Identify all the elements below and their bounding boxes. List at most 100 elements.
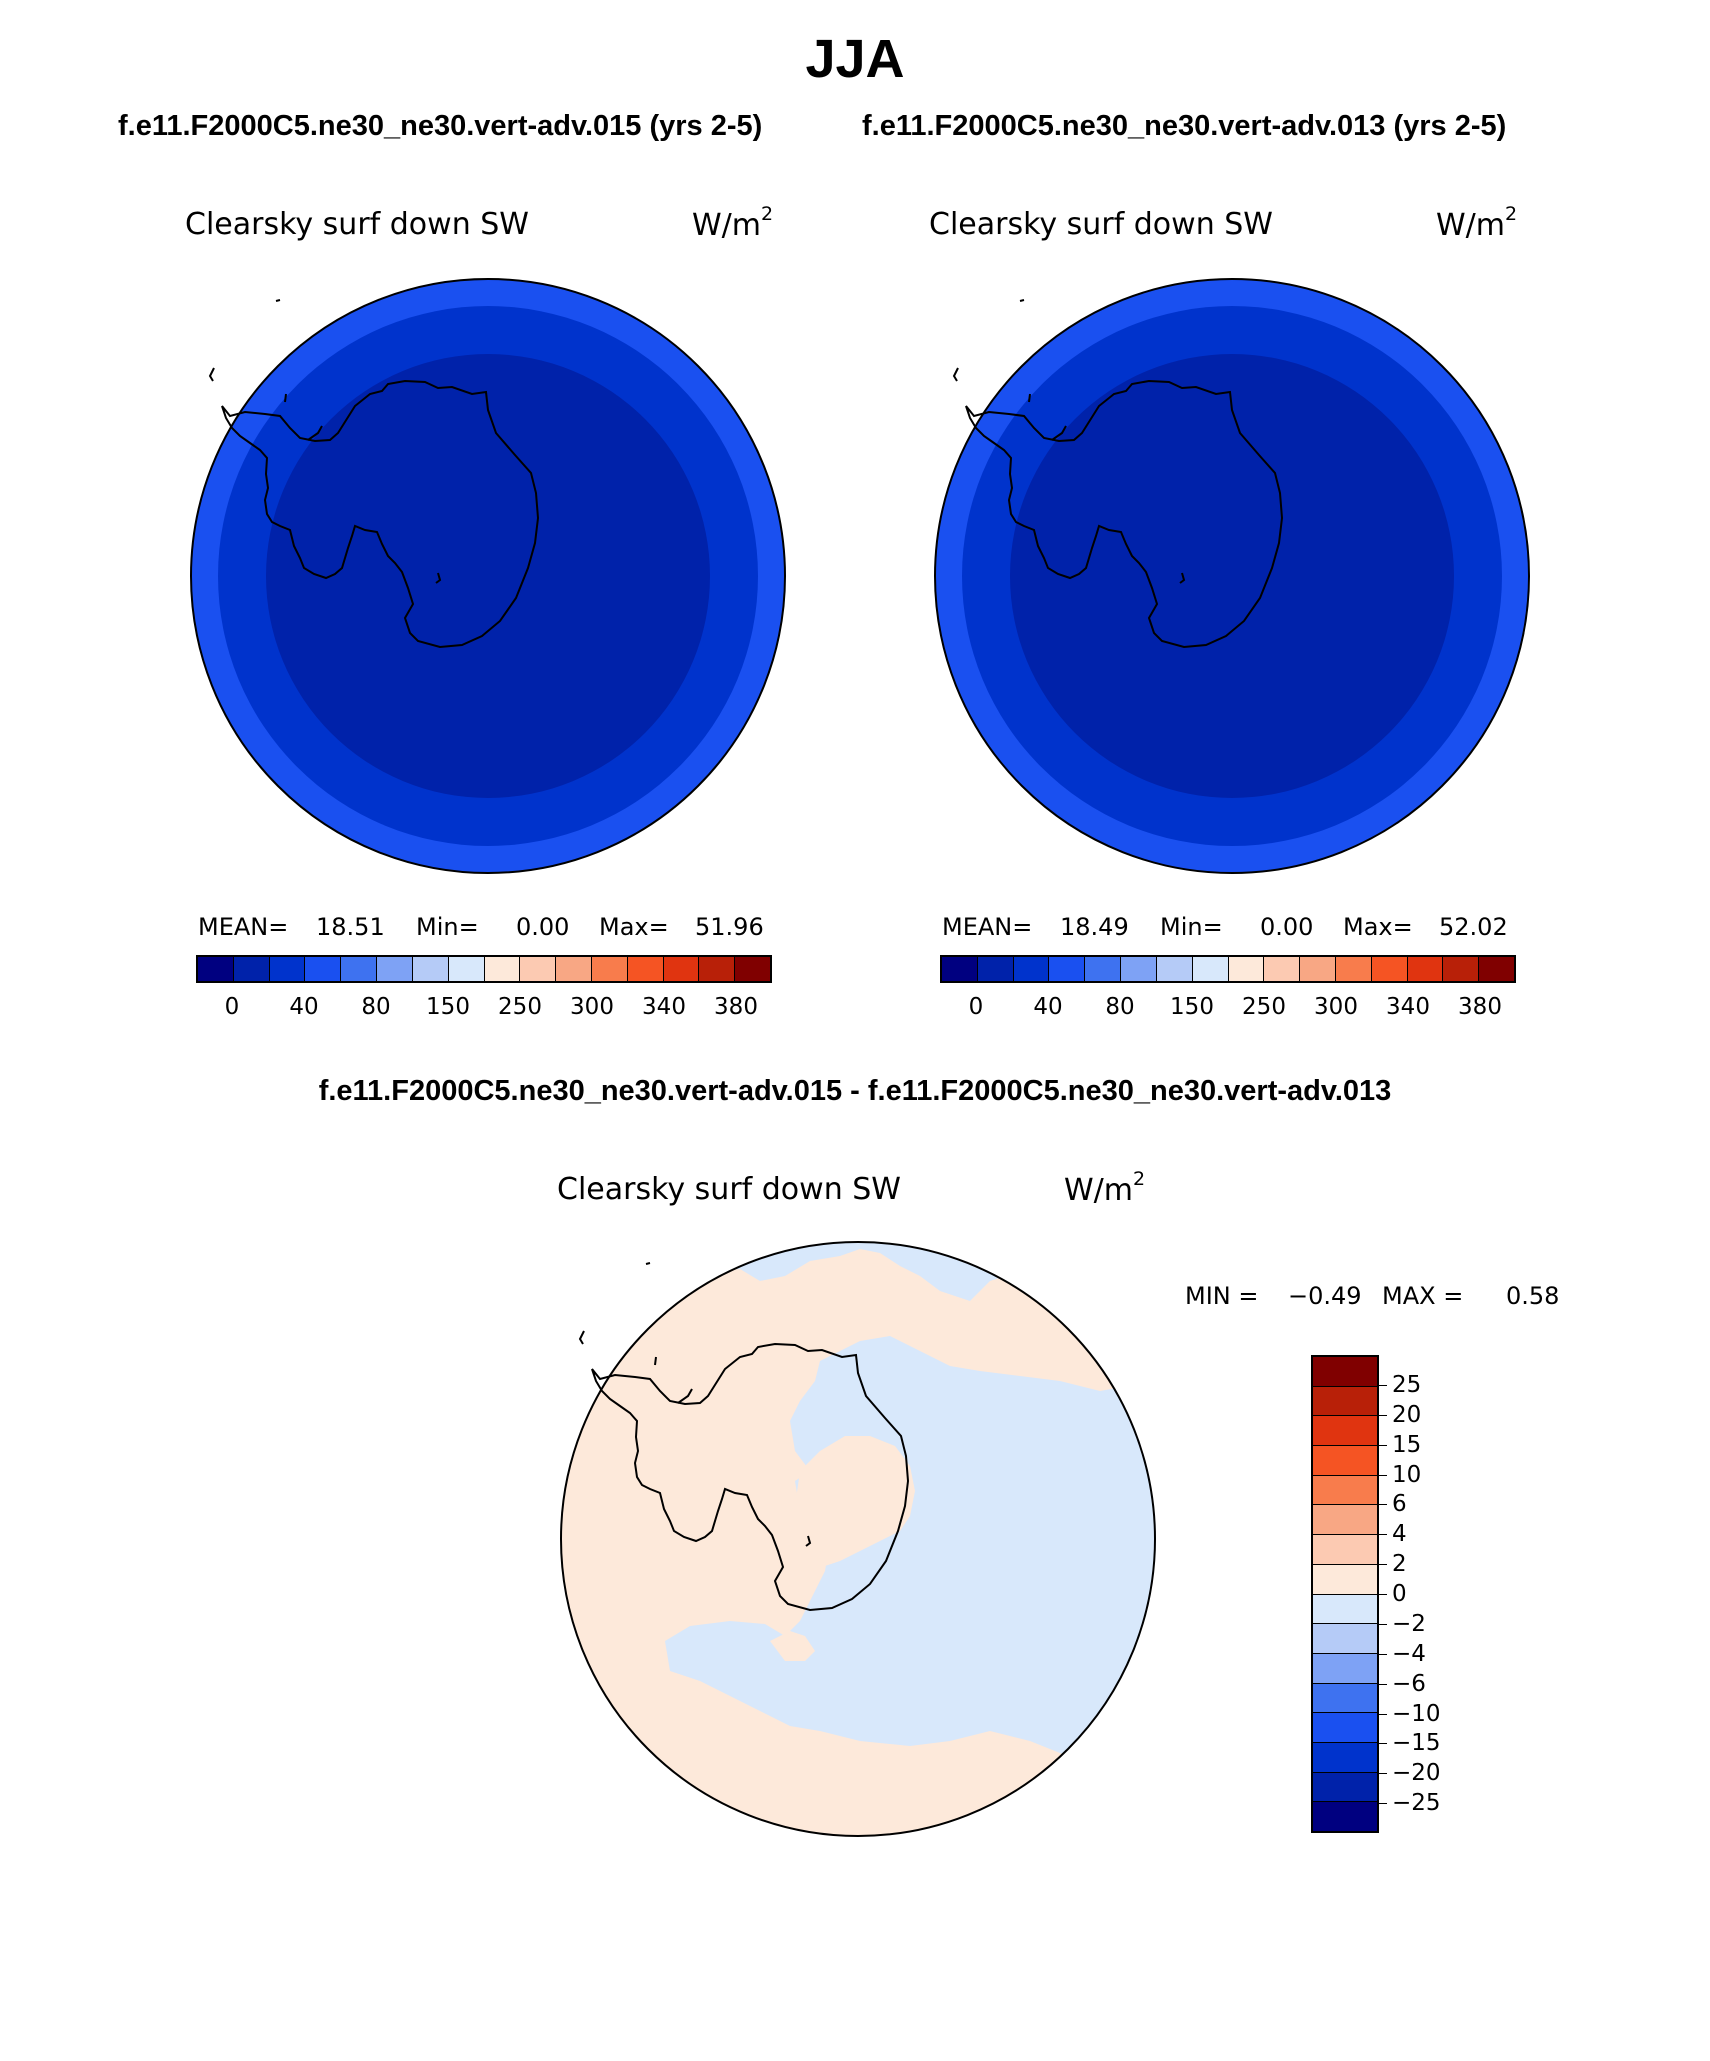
panel2-stats: MEAN= 18.49 Min= 0.00 Max= 52.02 <box>942 913 1522 943</box>
diff-colorbar-swatch <box>1313 1742 1377 1773</box>
diff-colorbar-swatch <box>1313 1357 1377 1387</box>
colorbar-swatch <box>484 957 521 981</box>
diff-colorbar-swatch <box>1313 1505 1377 1536</box>
colorbar-swatch <box>1228 957 1265 981</box>
panel1-peninsula-islands <box>208 299 442 584</box>
colorbar-label: 40 <box>289 994 319 1020</box>
colorbar-label: 150 <box>426 994 470 1020</box>
panel1-stats: MEAN= 18.51 Min= 0.00 Max= 51.96 <box>198 913 778 943</box>
colorbar-label: 300 <box>1314 994 1358 1020</box>
colorbar-label: 80 <box>1105 994 1135 1020</box>
colorbar-swatch <box>1121 957 1157 981</box>
diff-colorbar-tick <box>1379 1773 1387 1775</box>
colorbar-swatch <box>1479 957 1514 981</box>
colorbar-label: 380 <box>1458 994 1502 1020</box>
diff-colorbar-swatch <box>1313 1386 1377 1417</box>
diff-colorbar-swatch <box>1313 1416 1377 1447</box>
diff-map <box>560 1241 1156 1837</box>
panel2-units: W/m2 <box>1436 203 1518 243</box>
colorbar-swatch <box>735 957 770 981</box>
colorbar-label: 340 <box>1386 994 1430 1020</box>
diff-colorbar-tick <box>1379 1534 1387 1536</box>
panel1-max-value: 51.96 <box>695 913 764 941</box>
colorbar-swatch <box>1371 957 1408 981</box>
diff-colorbar-tick <box>1379 1743 1387 1745</box>
colorbar-swatch <box>233 957 270 981</box>
diff-colorbar-label: 4 <box>1392 1521 1407 1548</box>
case1-title: f.e11.F2000C5.ne30_ne30.vert-adv.015 (yr… <box>118 110 763 142</box>
diff-stats: MIN = −0.49 MAX = 0.58 <box>1185 1282 1605 1312</box>
colorbar-label: 340 <box>642 994 686 1020</box>
diff-colorbar-swatch <box>1313 1624 1377 1654</box>
diff-colorbar-tick <box>1379 1683 1387 1685</box>
colorbar-label: 250 <box>498 994 542 1020</box>
diff-colorbar-label: −20 <box>1392 1760 1441 1787</box>
diff-colorbar-label: −6 <box>1392 1670 1426 1697</box>
colorbar-swatch <box>663 957 700 981</box>
diff-colorbar-swatch <box>1313 1594 1377 1625</box>
diff-colorbar-tick <box>1379 1623 1387 1625</box>
panel1-min-value: 0.00 <box>516 913 570 941</box>
colorbar-label: 0 <box>224 994 240 1020</box>
panel2-mean-value: 18.49 <box>1060 913 1129 941</box>
panel1-colorbar-labels: 0 40 80 150 250 300 340 380 <box>196 994 772 1024</box>
diff-colorbar-label: −15 <box>1392 1730 1441 1757</box>
colorbar-swatch <box>977 957 1014 981</box>
diff-negative-region-east <box>665 1336 1155 1781</box>
diff-antarctica-coastline <box>591 1342 910 1612</box>
colorbar-swatch <box>305 957 342 981</box>
difference-title: f.e11.F2000C5.ne30_ne30.vert-adv.015 - f… <box>318 1075 1392 1107</box>
colorbar-swatch <box>341 957 378 981</box>
colorbar-label: 150 <box>1170 994 1214 1020</box>
colorbar-swatch <box>198 957 234 981</box>
diff-colorbar-labels: 25 20 15 10 6 4 2 0 −2 −4 −6 −10 −15 −20 −25 <box>1384 1355 1484 1833</box>
diff-colorbar-tick <box>1379 1474 1387 1476</box>
diff-colorbar-swatch <box>1313 1653 1377 1684</box>
colorbar-swatch <box>1192 957 1229 981</box>
panel1-max-label: Max= <box>599 913 669 941</box>
colorbar-swatch <box>269 957 306 981</box>
diff-min-value: −0.49 <box>1288 1282 1362 1310</box>
diff-colorbar-label: −10 <box>1392 1700 1441 1727</box>
panel1-antarctica-coastline <box>221 379 540 649</box>
diff-max-label: MAX = <box>1382 1282 1464 1310</box>
colorbar-swatch <box>1300 957 1336 981</box>
colorbar-label: 250 <box>1242 994 1286 1020</box>
diff-colorbar-swatch <box>1313 1713 1377 1743</box>
panel2-inner-disc <box>1010 354 1454 798</box>
panel1-units: W/m2 <box>692 203 774 243</box>
colorbar-swatch <box>627 957 664 981</box>
diff-positive-inner <box>795 1436 915 1566</box>
colorbar-swatch <box>699 957 736 981</box>
diff-colorbar-tick <box>1379 1504 1387 1506</box>
panel1-variable-title: Clearsky surf down SW <box>185 207 529 242</box>
diff-colorbar-swatch <box>1313 1446 1377 1476</box>
colorbar-swatch <box>377 957 413 981</box>
panel2-min-value: 0.00 <box>1260 913 1314 941</box>
diff-colorbar-label: 2 <box>1392 1551 1407 1578</box>
diff-max-value: 0.58 <box>1506 1282 1560 1310</box>
diff-colorbar-label: 15 <box>1392 1431 1422 1458</box>
panel2-colorbar-labels: 0 40 80 150 250 300 340 380 <box>940 994 1516 1024</box>
diff-colorbar-label: 20 <box>1392 1401 1422 1428</box>
diff-colorbar-tick <box>1379 1803 1387 1805</box>
diff-min-label: MIN = <box>1185 1282 1259 1310</box>
diff-colorbar-swatch <box>1313 1802 1377 1831</box>
panel2-peninsula-islands <box>952 299 1186 584</box>
panel1-map <box>190 278 786 874</box>
diff-colorbar-label: 25 <box>1392 1371 1422 1398</box>
diff-colorbar-swatch <box>1313 1683 1377 1714</box>
colorbar-swatch <box>1335 957 1372 981</box>
colorbar-label: 0 <box>968 994 984 1020</box>
panel2-map <box>934 278 1530 874</box>
colorbar-swatch <box>1049 957 1086 981</box>
diff-colorbar-swatch <box>1313 1475 1377 1506</box>
diff-colorbar-ticks <box>1379 1355 1389 1833</box>
panel2-max-label: Max= <box>1343 913 1413 941</box>
diff-peninsula-islands <box>578 1262 812 1547</box>
colorbar-label: 80 <box>361 994 391 1020</box>
diff-colorbar-tick <box>1379 1444 1387 1446</box>
main-title: JJA <box>805 29 905 89</box>
panel2-antarctica-coastline <box>965 379 1284 649</box>
panel1-min-label: Min= <box>416 913 479 941</box>
